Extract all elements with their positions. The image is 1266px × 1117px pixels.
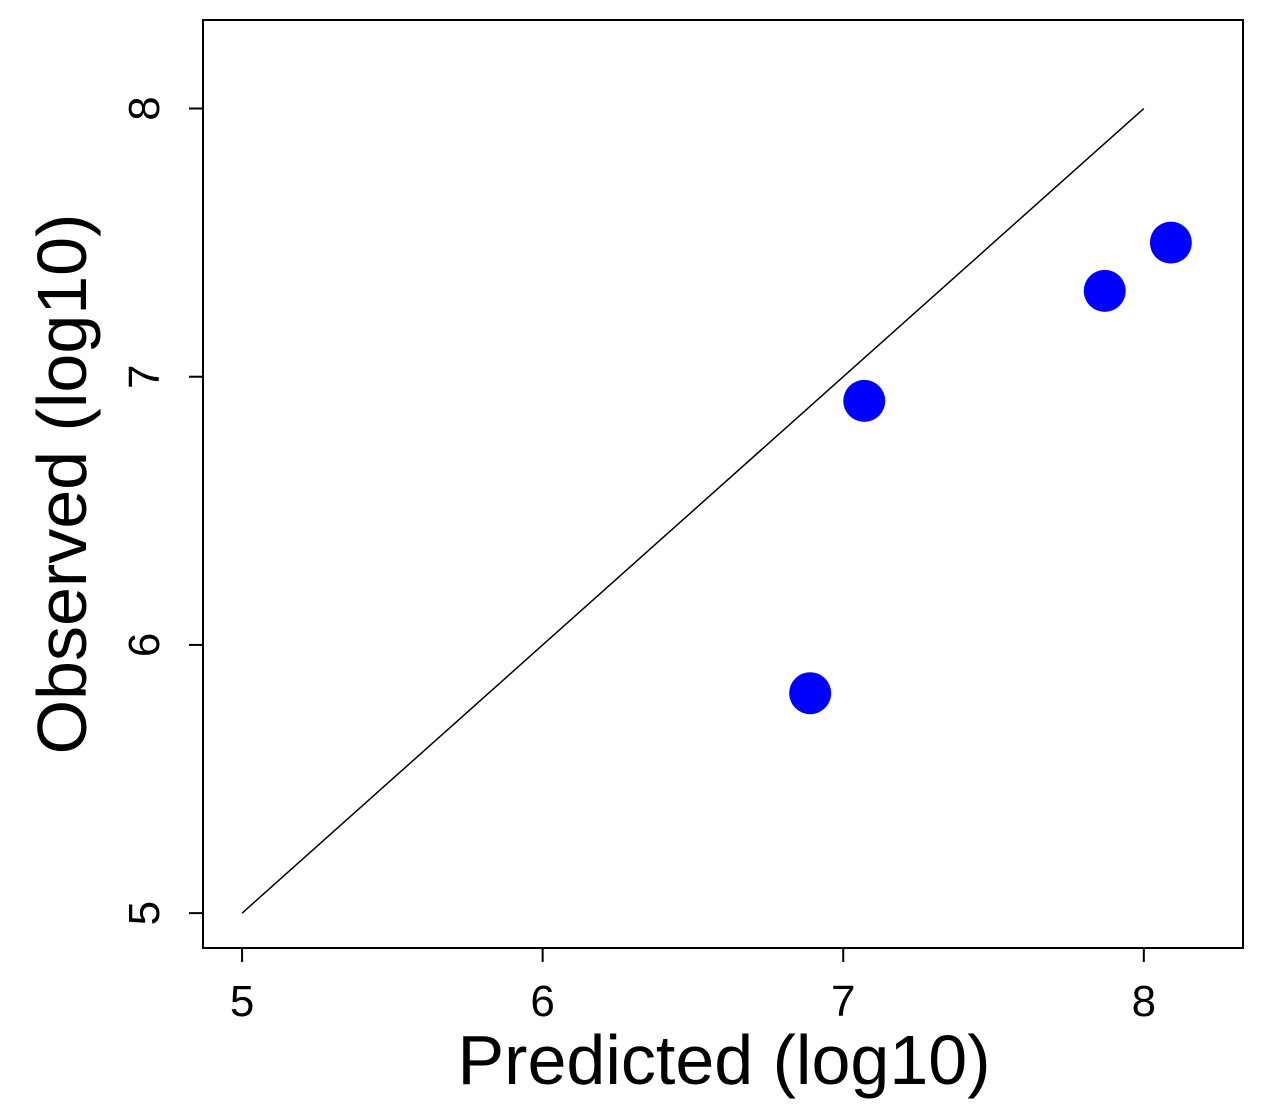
x-tick-label: 8 [1132,977,1156,1026]
y-tick-label: 6 [120,633,169,657]
x-tick-label: 6 [530,977,554,1026]
y-axis-ticks: 5 6 7 8 [120,96,203,925]
data-point [789,672,832,715]
data-point [1149,221,1192,264]
y-tick-label: 7 [120,364,169,388]
data-point [843,379,886,422]
data-points [789,221,1192,715]
y-axis-title: Observed (log10) [23,214,101,755]
identity-line [241,107,1145,914]
x-axis-ticks: 5 6 7 8 [230,948,1156,1026]
y-tick-label: 5 [120,901,169,925]
y-tick-label: 8 [120,96,169,120]
x-tick-label: 5 [230,977,254,1026]
x-axis-title: Predicted (log10) [457,1021,990,1099]
x-tick-label: 7 [831,977,855,1026]
data-point [1083,269,1126,312]
